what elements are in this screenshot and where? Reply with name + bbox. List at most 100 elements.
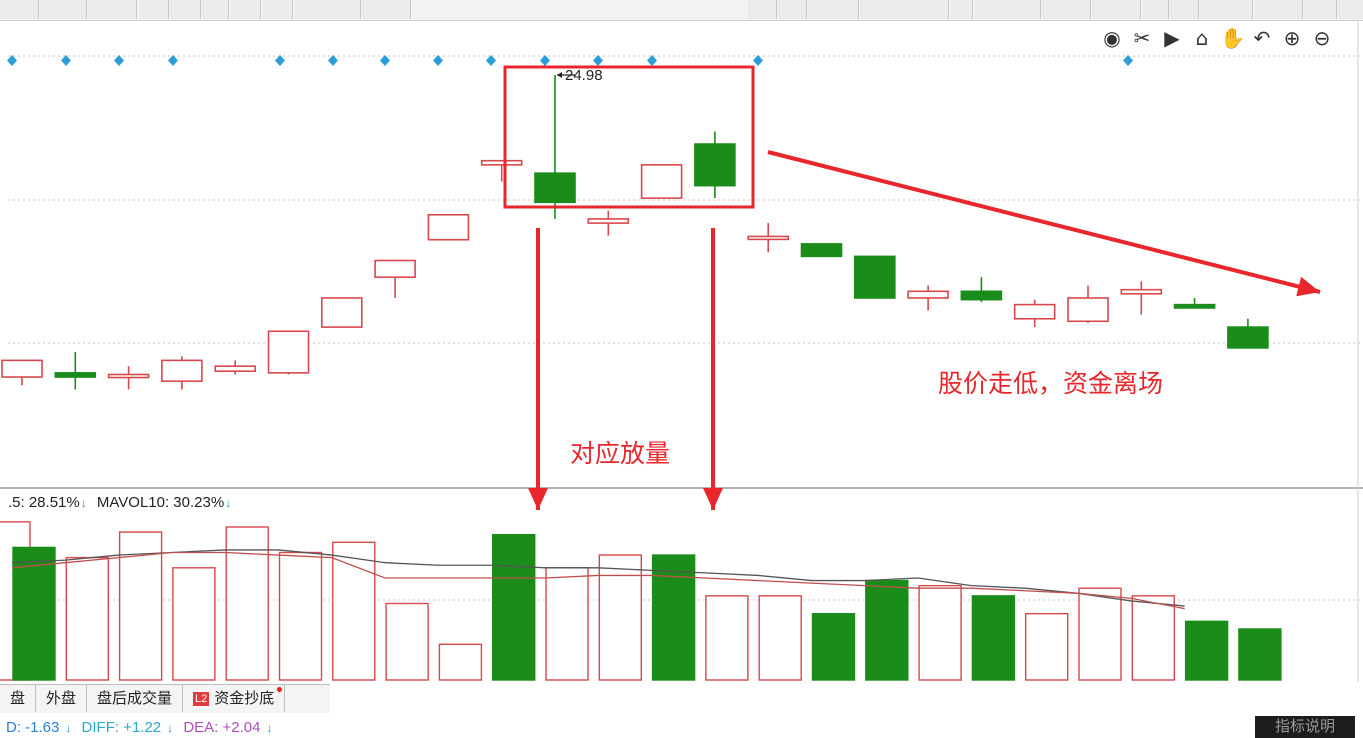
candle-body [694, 143, 736, 187]
toolbar-segment[interactable] [170, 0, 201, 19]
notification-dot [277, 687, 283, 692]
toolbar-segment[interactable] [1170, 0, 1199, 19]
ma5-value: .5: 28.51% [8, 494, 80, 511]
volume-bar [118, 531, 163, 681]
volume-bar [385, 602, 429, 681]
toolbar-segment[interactable] [40, 0, 87, 19]
trend-arrow-head [1296, 276, 1320, 297]
candle-body [587, 218, 630, 224]
macd-values: D: -1.63 ↓ DIFF: +1.22 ↓ DEA: +2.04 ↓ [6, 719, 278, 736]
undo-icon[interactable]: ↶ [1253, 26, 1271, 50]
volume-bar [438, 643, 483, 681]
toolbar-segment[interactable] [974, 0, 1041, 19]
price-candles [1, 72, 1269, 390]
candle-body [1, 359, 43, 378]
toolbar-segment[interactable] [294, 0, 361, 19]
lock-icon[interactable]: ⌂ [1195, 26, 1209, 50]
toolbar-segment[interactable] [0, 0, 39, 19]
indicator-explain-button[interactable]: 指标说明 [1255, 716, 1355, 738]
candle-body [107, 373, 150, 379]
highlight-box [503, 65, 755, 209]
toolbar-segment[interactable] [1200, 0, 1253, 19]
toolbar-segment[interactable] [950, 0, 973, 19]
volume-bar [278, 551, 323, 681]
tab-fund-bottom[interactable]: L2 资金抄底 [183, 685, 286, 712]
event-marker-icon [7, 55, 17, 66]
event-marker-icon [380, 55, 390, 66]
toolbar-segment[interactable] [808, 0, 859, 19]
diff-tick-icon: ↓ [167, 721, 174, 735]
volume-bar [598, 554, 642, 681]
chart-toolbar: ◉ ✂ ▶ ⌂ ✋ ↶ ⊕ ⊖ [1100, 26, 1334, 52]
toolbar-segment[interactable] [748, 0, 777, 19]
high-pointer-arrow [557, 72, 562, 78]
mavol10-line [11, 549, 1185, 607]
toolbar-segment[interactable] [778, 0, 807, 19]
event-markers [7, 55, 1133, 66]
event-marker-icon [433, 55, 443, 66]
toolbar-segment[interactable] [1254, 0, 1303, 19]
volume-bar [1184, 620, 1229, 681]
event-marker-icon [593, 55, 603, 66]
toolbar-segment[interactable] [140, 0, 169, 19]
candle-body [1227, 326, 1269, 349]
volume-bar [1131, 595, 1176, 681]
volume-bar [12, 546, 56, 681]
macd-value: D: -1.63 [6, 719, 60, 736]
event-marker-icon [114, 55, 124, 66]
scissors-icon[interactable]: ✂ [1133, 26, 1151, 50]
volume-annotation: 对应放量 [570, 439, 670, 468]
trend-arrow [767, 150, 1321, 294]
event-marker-icon [540, 55, 550, 66]
toolbar-segment[interactable] [362, 0, 411, 19]
annotations [503, 65, 1321, 510]
toolbar-segment[interactable] [202, 0, 229, 19]
top-toolbar [0, 0, 1363, 21]
hand-icon[interactable]: ✋ [1220, 26, 1245, 50]
volume-bar [758, 595, 802, 681]
dea-value: DEA: +2.04 [183, 719, 261, 736]
candle-body [161, 359, 203, 382]
volume-bar [1238, 628, 1282, 681]
event-marker-icon [61, 55, 71, 66]
volume-bar [545, 567, 589, 681]
diff-value: DIFF: +1.22 [81, 719, 162, 736]
volume-bar [705, 595, 749, 681]
candle-body [800, 243, 843, 258]
candle-body [747, 235, 790, 241]
tab-pan[interactable]: 盘 [0, 685, 37, 712]
mavol10-tick-icon: ↓ [225, 496, 232, 510]
toolbar-segment[interactable] [1092, 0, 1141, 19]
toolbar-segment[interactable] [262, 0, 293, 19]
candle-body [1120, 288, 1163, 295]
toolbar-segment[interactable] [88, 0, 137, 19]
volume-bar [865, 579, 909, 681]
zoom-out-icon[interactable]: ⊖ [1313, 26, 1331, 50]
event-marker-icon [275, 55, 285, 66]
tab-outer-volume[interactable]: 外盘 [36, 685, 88, 712]
candle-body [267, 330, 310, 374]
event-marker-icon [328, 55, 338, 66]
volume-bar [172, 567, 216, 681]
volume-bar [811, 613, 856, 681]
candle-body [640, 164, 683, 199]
toolbar-segment[interactable] [230, 0, 261, 19]
toolbar-segment[interactable] [1338, 0, 1363, 19]
volume-bar [332, 541, 376, 681]
eye-icon[interactable]: ◉ [1103, 26, 1121, 50]
toolbar-segment[interactable] [1042, 0, 1091, 19]
mavol5-line [11, 551, 1185, 610]
volume-ma-lines [11, 549, 1185, 610]
down-arrow-left-head [528, 488, 548, 510]
play-icon[interactable]: ▶ [1164, 26, 1180, 50]
toolbar-segment[interactable] [1304, 0, 1337, 19]
volume-bar [1078, 587, 1122, 681]
toolbar-segment[interactable] [1142, 0, 1169, 19]
macd-tick-icon: ↓ [65, 721, 72, 735]
volume-bar [918, 584, 962, 681]
candle-body [427, 213, 470, 241]
tab-after-hours-volume[interactable]: 盘后成交量 [87, 685, 184, 712]
zoom-in-icon[interactable]: ⊕ [1283, 26, 1301, 50]
toolbar-segment[interactable] [860, 0, 949, 19]
candle-body [320, 297, 363, 328]
